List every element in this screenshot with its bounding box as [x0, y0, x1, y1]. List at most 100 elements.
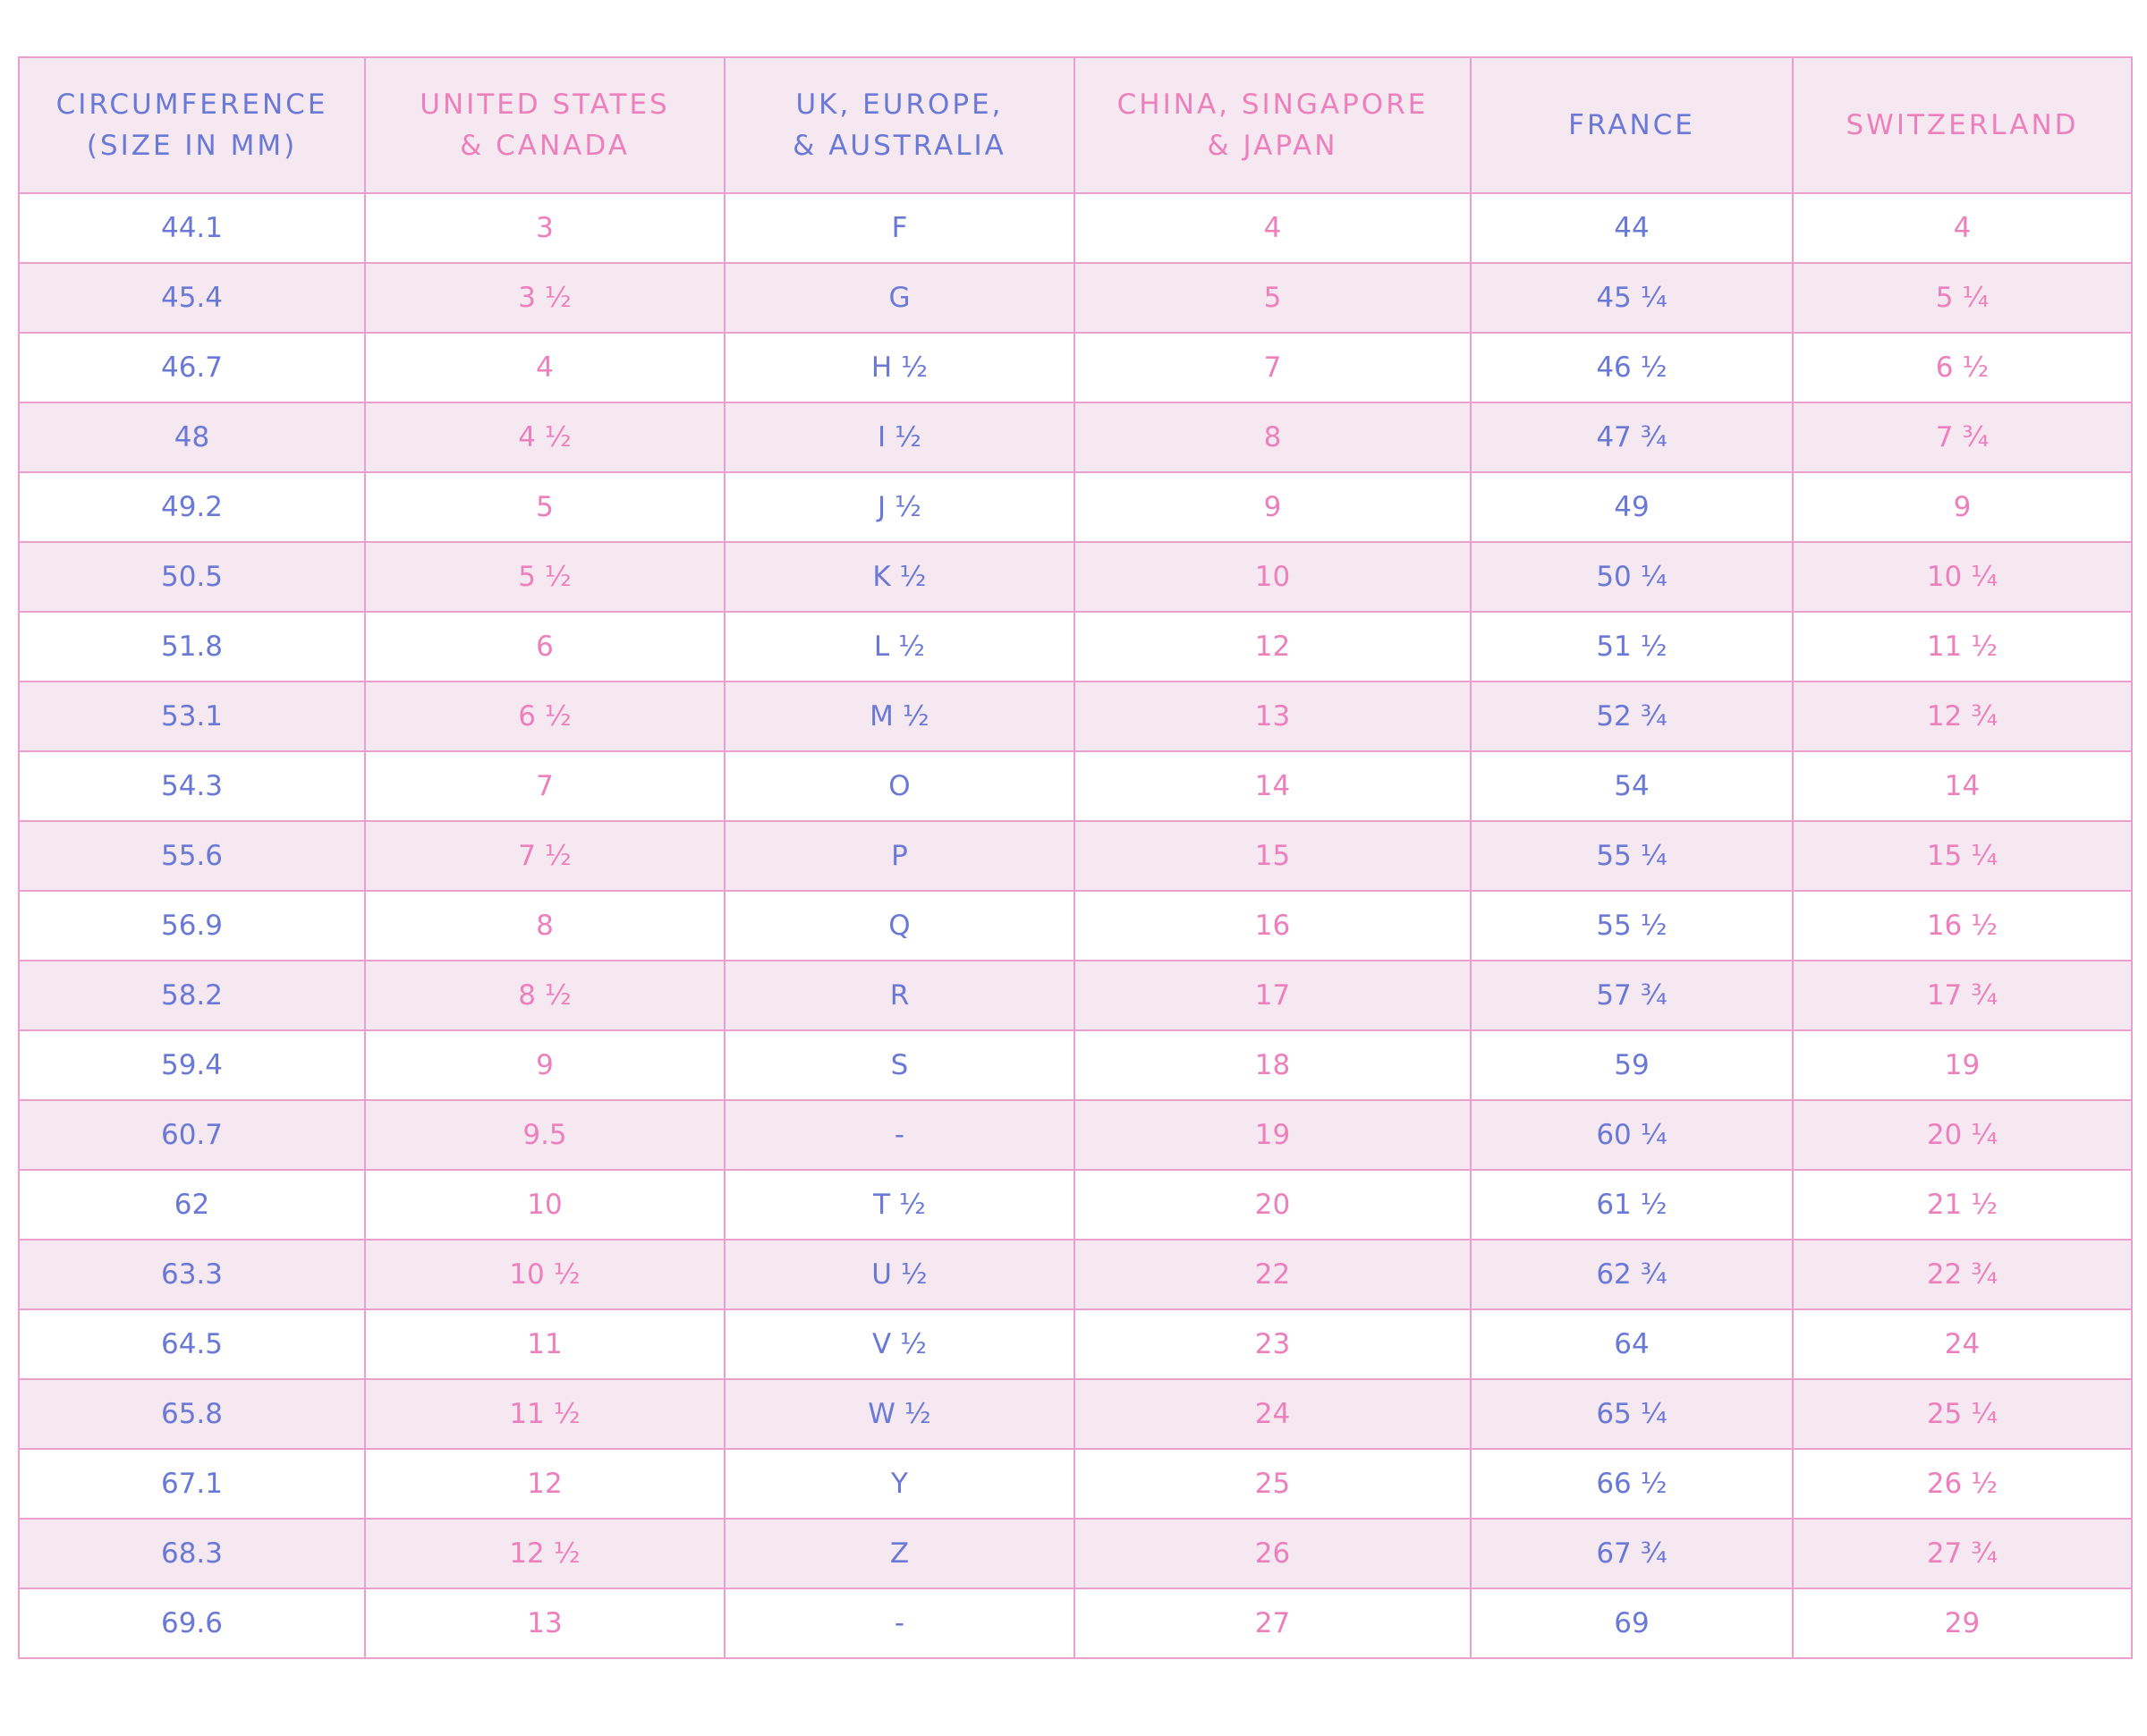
us-canada-cell: 13 — [364, 1588, 726, 1659]
us-canada-cell: 10 — [364, 1169, 726, 1241]
us-canada-cell: 6 ½ — [364, 681, 726, 752]
china-japan-cell: 15 — [1074, 820, 1472, 892]
china-japan-cell: 22 — [1074, 1239, 1472, 1310]
france-cell: 52 ¾ — [1470, 681, 1794, 752]
uk-europe-cell: W ½ — [724, 1378, 1075, 1450]
switzerland-cell: 15 ¼ — [1792, 820, 2133, 892]
france-cell: 55 ¼ — [1470, 820, 1794, 892]
us-canada-cell: 7 — [364, 750, 726, 822]
uk-europe-cell: J ½ — [724, 471, 1075, 543]
switzerland-cell: 12 ¾ — [1792, 681, 2133, 752]
circumference-cell: 49.2 — [18, 471, 366, 543]
uk-europe-cell: H ½ — [724, 332, 1075, 403]
us-canada-cell: 4 ½ — [364, 402, 726, 473]
us-canada-cell: 3 — [364, 192, 726, 264]
china-japan-cell: 4 — [1074, 192, 1472, 264]
header-uk-europe-australia: UK, Europe, & Australia — [724, 56, 1075, 194]
china-japan-cell: 18 — [1074, 1029, 1472, 1101]
france-cell: 66 ½ — [1470, 1448, 1794, 1520]
china-japan-cell: 10 — [1074, 541, 1472, 613]
uk-europe-cell: F — [724, 192, 1075, 264]
uk-europe-cell: Z — [724, 1518, 1075, 1589]
circumference-cell: 56.9 — [18, 890, 366, 961]
header-line: Circumference — [55, 89, 328, 121]
table-row: 55.6 7 ½ P 15 55 ¼ 15 ¼ — [18, 820, 2133, 892]
china-japan-cell: 13 — [1074, 681, 1472, 752]
france-cell: 69 — [1470, 1588, 1794, 1659]
switzerland-cell: 6 ½ — [1792, 332, 2133, 403]
table-row: 56.9 8 Q 16 55 ½ 16 ½ — [18, 890, 2133, 961]
table-row: 44.1 3 F 4 44 4 — [18, 192, 2133, 264]
france-cell: 62 ¾ — [1470, 1239, 1794, 1310]
switzerland-cell: 14 — [1792, 750, 2133, 822]
switzerland-cell: 29 — [1792, 1588, 2133, 1659]
header-line: & Australia — [793, 130, 1006, 162]
header-line: Switzerland — [1846, 109, 2079, 141]
header-line: China, Singapore — [1116, 89, 1429, 121]
circumference-cell: 44.1 — [18, 192, 366, 264]
switzerland-cell: 25 ¼ — [1792, 1378, 2133, 1450]
circumference-cell: 54.3 — [18, 750, 366, 822]
china-japan-cell: 24 — [1074, 1378, 1472, 1450]
uk-europe-cell: R — [724, 960, 1075, 1031]
circumference-cell: 50.5 — [18, 541, 366, 613]
header-us-canada: United States & Canada — [364, 56, 726, 194]
france-cell: 47 ¾ — [1470, 402, 1794, 473]
table-row: 51.8 6 L ½ 12 51 ½ 11 ½ — [18, 611, 2133, 682]
uk-europe-cell: I ½ — [724, 402, 1075, 473]
circumference-cell: 58.2 — [18, 960, 366, 1031]
header-line: France — [1568, 109, 1695, 141]
circumference-cell: 69.6 — [18, 1588, 366, 1659]
switzerland-cell: 5 ¼ — [1792, 262, 2133, 334]
switzerland-cell: 10 ¼ — [1792, 541, 2133, 613]
uk-europe-cell: Q — [724, 890, 1075, 961]
china-japan-cell: 9 — [1074, 471, 1472, 543]
table-row: 64.5 11 V ½ 23 64 24 — [18, 1308, 2133, 1380]
france-cell: 45 ¼ — [1470, 262, 1794, 334]
circumference-cell: 65.8 — [18, 1378, 366, 1450]
switzerland-cell: 7 ¾ — [1792, 402, 2133, 473]
china-japan-cell: 25 — [1074, 1448, 1472, 1520]
us-canada-cell: 11 ½ — [364, 1378, 726, 1450]
uk-europe-cell: L ½ — [724, 611, 1075, 682]
switzerland-cell: 19 — [1792, 1029, 2133, 1101]
uk-europe-cell: - — [724, 1588, 1075, 1659]
ring-size-chart: Circumference (Size in MM) United States… — [18, 56, 2133, 1659]
header-line: & Canada — [460, 130, 630, 162]
france-cell: 61 ½ — [1470, 1169, 1794, 1241]
header-line: UK, Europe, — [795, 89, 1004, 121]
france-cell: 57 ¾ — [1470, 960, 1794, 1031]
circumference-cell: 59.4 — [18, 1029, 366, 1101]
china-japan-cell: 16 — [1074, 890, 1472, 961]
france-cell: 46 ½ — [1470, 332, 1794, 403]
circumference-cell: 62 — [18, 1169, 366, 1241]
uk-europe-cell: G — [724, 262, 1075, 334]
table-row: 59.4 9 S 18 59 19 — [18, 1029, 2133, 1101]
us-canada-cell: 8 — [364, 890, 726, 961]
us-canada-cell: 12 ½ — [364, 1518, 726, 1589]
us-canada-cell: 5 ½ — [364, 541, 726, 613]
us-canada-cell: 9.5 — [364, 1099, 726, 1171]
table-row: 69.6 13-27 69 29 — [18, 1588, 2133, 1659]
france-cell: 64 — [1470, 1308, 1794, 1380]
header-row: Circumference (Size in MM) United States… — [18, 56, 2133, 194]
china-japan-cell: 20 — [1074, 1169, 1472, 1241]
table-row: 67.1 12 Y 25 66 ½ 26 ½ — [18, 1448, 2133, 1520]
circumference-cell: 64.5 — [18, 1308, 366, 1380]
china-japan-cell: 19 — [1074, 1099, 1472, 1171]
switzerland-cell: 9 — [1792, 471, 2133, 543]
circumference-cell: 67.1 — [18, 1448, 366, 1520]
china-japan-cell: 12 — [1074, 611, 1472, 682]
circumference-cell: 51.8 — [18, 611, 366, 682]
china-japan-cell: 17 — [1074, 960, 1472, 1031]
ring-size-table: Circumference (Size in MM) United States… — [18, 56, 2133, 1659]
table-row: 54.3 7 O 14 54 14 — [18, 750, 2133, 822]
switzerland-cell: 24 — [1792, 1308, 2133, 1380]
header-line: (Size in MM) — [86, 130, 298, 162]
table-row: 58.2 8 ½ R 17 57 ¾ 17 ¾ — [18, 960, 2133, 1031]
us-canada-cell: 9 — [364, 1029, 726, 1101]
us-canada-cell: 8 ½ — [364, 960, 726, 1031]
